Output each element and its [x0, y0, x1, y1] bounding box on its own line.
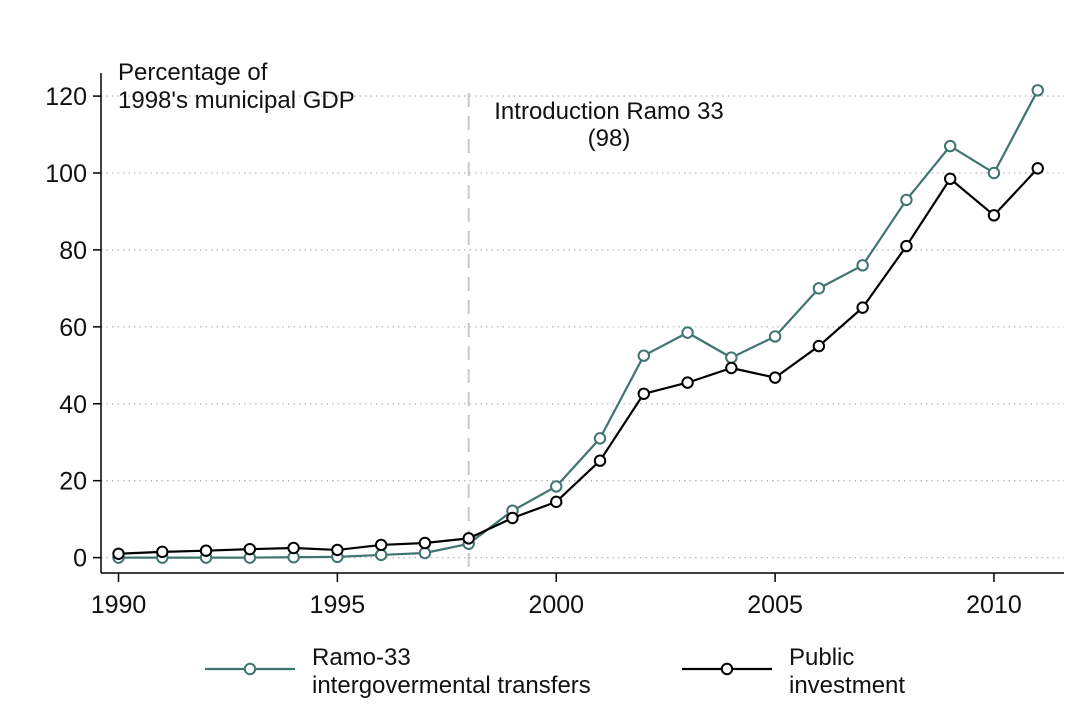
series-1-point-2003: [681, 326, 694, 339]
series-1-point-2000: [550, 480, 563, 493]
legend-marker-1: [243, 662, 257, 676]
x-tick-label-2005: 2005: [747, 591, 803, 619]
y-axis-title-line-2: 1998's municipal GDP: [118, 87, 355, 114]
series-1-point-2007: [856, 259, 869, 272]
series-2-point-2004: [725, 361, 738, 375]
series-1-point-2004: [725, 351, 738, 364]
series-1-point-2008: [900, 193, 913, 207]
series-2-point-1991: [156, 545, 169, 559]
series-2-point-2005: [768, 371, 782, 384]
series-2-point-2006: [812, 339, 826, 353]
series-1-point-2011: [1031, 84, 1044, 97]
y-tick-label-120: 120: [45, 83, 87, 111]
series-1-point-2006: [812, 282, 826, 295]
y-axis-title-line-1: Percentage of: [118, 59, 268, 86]
series-2-point-2008: [900, 239, 913, 253]
series-2-point-2000: [550, 495, 563, 509]
x-tick-label-2010: 2010: [966, 591, 1022, 619]
x-tick-label-2000: 2000: [528, 591, 584, 619]
y-tick-label-0: 0: [73, 545, 87, 573]
series-2-point-1993: [243, 542, 257, 556]
y-tick-label-40: 40: [59, 391, 87, 419]
series-2-point-1995: [331, 543, 344, 557]
series-2-point-1990: [112, 547, 125, 560]
series-2-point-2009: [943, 172, 957, 185]
y-axis-title: Percentage of 1998's municipal GDP: [118, 59, 355, 114]
y-tick-label-80: 80: [59, 237, 87, 265]
legend-label-1-line-2: intergovermental transfers: [312, 672, 591, 699]
series-2-point-1999: [506, 511, 519, 525]
series-1-point-2001: [593, 432, 607, 445]
series-1-point-1997: [418, 546, 432, 560]
series-line-1: [117, 89, 1039, 559]
text-layer: Percentage of 1998's municipal GDP Introdu…: [118, 59, 724, 152]
series-2-point-1994: [287, 541, 300, 555]
legend-label-2: Public investment: [789, 644, 905, 699]
series-2-point-2002: [637, 387, 650, 400]
axes: 0 20 40 60 80 100 120 1990 1995 2000 2005 2010: [45, 73, 1064, 619]
grid-lines: [101, 95, 1064, 559]
x-tick-label-1995: 1995: [310, 591, 366, 619]
legend-marker-2: [720, 662, 734, 676]
series-2-point-1998: [462, 532, 475, 545]
series-2-point-2007: [856, 301, 869, 314]
legend-label-2-line-1: Public: [789, 644, 854, 671]
x-tick-label-1990: 1990: [91, 591, 147, 619]
series-2-point-2001: [593, 454, 607, 467]
series-1-point-2009: [943, 139, 957, 153]
series-2-point-1997: [418, 536, 432, 550]
series-2-point-2003: [681, 376, 694, 389]
y-tick-label-100: 100: [45, 160, 87, 188]
series-1-point-2002: [637, 349, 650, 362]
series-2-point-2010: [987, 209, 1001, 222]
series-1-point-2010: [987, 166, 1001, 180]
series-2-point-1992: [199, 544, 213, 557]
legend-label-2-line-2: investment: [789, 672, 905, 699]
series-line-2: [117, 167, 1039, 555]
y-tick-label-60: 60: [59, 314, 87, 342]
series-2-point-2011: [1031, 162, 1044, 175]
reference-annotation-line-1: Introduction Ramo 33: [494, 98, 723, 125]
reference-annotation-line-2: (98): [588, 125, 631, 152]
legend-label-1: Ramo-33 intergovermental transfers: [312, 644, 591, 699]
series-layer: [112, 84, 1044, 564]
y-tick-label-20: 20: [59, 468, 87, 496]
reference-annotation: Introduction Ramo 33 (98): [494, 98, 723, 152]
series-2-point-1996: [374, 538, 388, 552]
series-1-point-2005: [768, 330, 782, 343]
legend-label-1-line-1: Ramo-33: [312, 644, 411, 671]
series-1-point-1996: [374, 548, 388, 562]
